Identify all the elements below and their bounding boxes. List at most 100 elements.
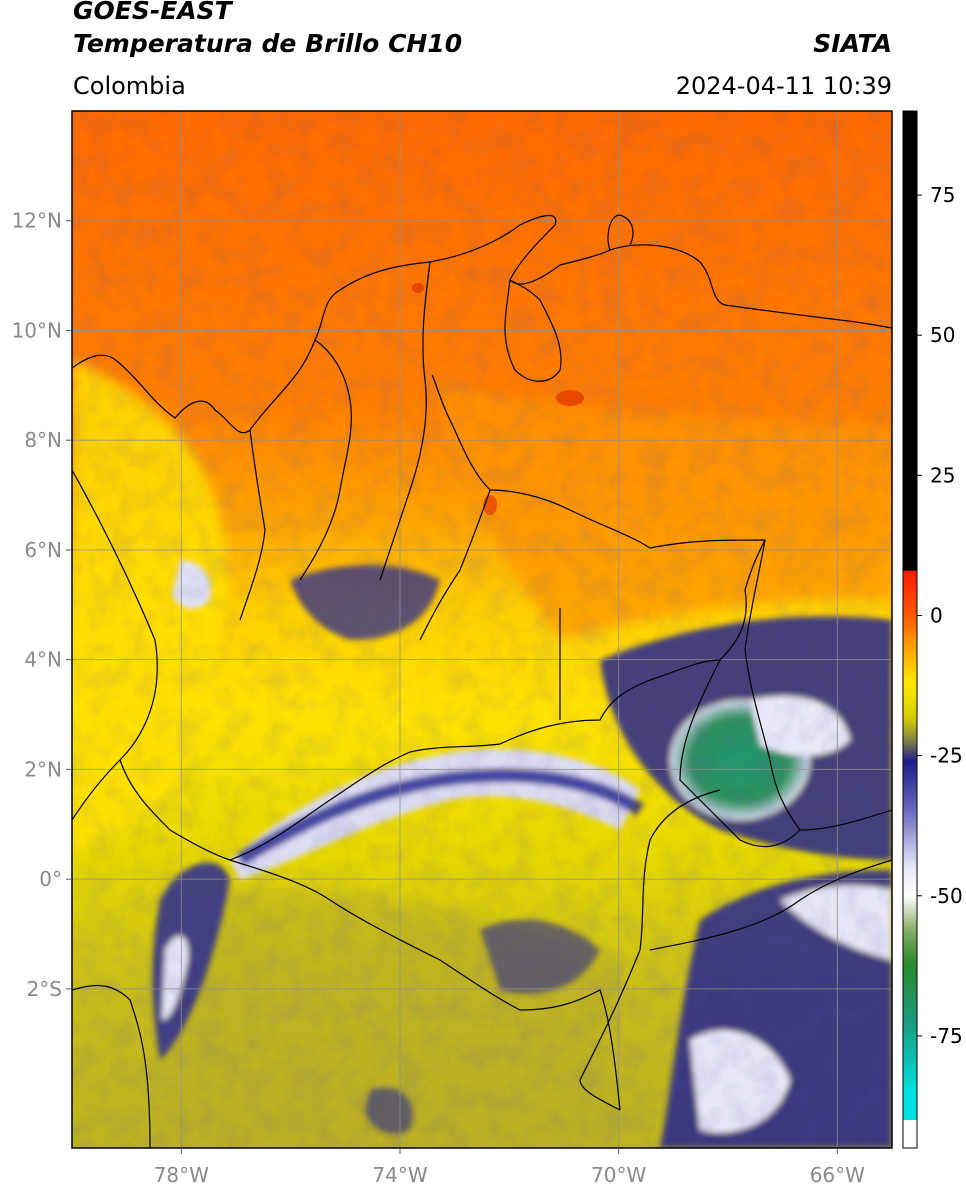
colorbar-segment	[903, 1136, 917, 1141]
colorbar-segment	[903, 766, 917, 771]
colorbar-tick-label: 25	[930, 463, 955, 487]
colorbar-segment	[903, 1030, 917, 1034]
colorbar-segment	[903, 1005, 917, 1009]
colorbar-segment	[903, 693, 917, 698]
colorbar-segment	[903, 1058, 917, 1062]
colorbar-segment	[903, 957, 917, 961]
colorbar-segment	[903, 542, 917, 547]
colorbar-segment	[903, 820, 917, 824]
colorbar-segment	[903, 119, 917, 123]
colorbar-segment	[903, 472, 917, 476]
colorbar-segment	[903, 155, 917, 160]
colorbar-segment	[903, 971, 917, 975]
colorbar-segment	[903, 988, 917, 992]
colorbar-segment	[903, 1077, 917, 1082]
colorbar-segment	[903, 422, 917, 426]
colorbar-segment	[903, 1105, 917, 1110]
colorbar-segment	[903, 1125, 917, 1129]
colorbar-segment	[903, 161, 917, 165]
colorbar-segment	[903, 671, 917, 675]
colorbar-segment	[903, 738, 917, 743]
colorbar-segment	[903, 506, 917, 510]
colorbar-segment	[903, 996, 917, 1001]
colorbar-segment	[903, 1027, 917, 1031]
colorbar-segment	[903, 699, 917, 703]
colorbar-segment	[903, 870, 917, 874]
colorbar-segment	[903, 150, 917, 154]
colorbar-segment	[903, 539, 917, 544]
colorbar-segment	[903, 1044, 917, 1048]
colorbar-segment	[903, 556, 917, 561]
colorbar-segment	[903, 363, 917, 367]
colorbar-segment	[903, 287, 917, 291]
colorbar-tick-label: 75	[930, 183, 955, 207]
graticule	[72, 111, 892, 1148]
colorbar-segment	[903, 915, 917, 919]
colorbar-segment	[903, 993, 917, 998]
colorbar-segment	[903, 755, 917, 760]
colorbar-segment	[903, 853, 917, 858]
colorbar-segment	[903, 480, 917, 485]
colorbar-segment	[903, 573, 917, 577]
colorbar-segment	[903, 1145, 917, 1149]
map-frame	[71, 110, 893, 1149]
colorbar-segment	[903, 111, 917, 115]
colorbar-segment	[903, 584, 917, 589]
colorbar-segment	[903, 279, 917, 283]
colorbar-segment	[903, 1122, 917, 1127]
colorbar-segment	[903, 800, 917, 804]
colorbar-segment	[903, 719, 917, 723]
organization-label: SIATA	[813, 29, 892, 58]
colorbar-segment	[903, 408, 917, 412]
colorbar-segment	[903, 590, 917, 594]
colorbar-segment	[903, 1066, 917, 1071]
colorbar-segment	[903, 1013, 917, 1017]
colorbar-segment	[903, 968, 917, 973]
colorbar-segment	[903, 360, 917, 364]
colorbar-segment	[903, 1047, 917, 1051]
colorbar-segment	[903, 427, 917, 432]
lat-tick-label: 4°N	[24, 648, 62, 672]
colorbar-segment	[903, 873, 917, 877]
latitude-axis: 12°N 10°N 8°N 6°N 4°N 2°N 0° 2°S	[12, 209, 72, 1001]
colorbar-segment	[903, 579, 917, 583]
colorbar-segment	[903, 567, 917, 572]
colorbar-segment	[903, 646, 917, 650]
colorbar-segment	[903, 192, 917, 196]
colorbar-segment	[903, 974, 917, 978]
colorbar-segment	[903, 1033, 917, 1037]
colorbar-segment	[903, 1041, 917, 1045]
colorbar-segment	[903, 430, 917, 434]
colorbar-segment	[903, 203, 917, 207]
colorbar-segment	[903, 923, 917, 928]
colorbar-segment	[903, 705, 917, 709]
colorbar-segment	[903, 410, 917, 415]
colorbar-segment	[903, 612, 917, 617]
colorbar-segment	[903, 489, 917, 493]
colorbar-segment	[903, 814, 917, 818]
colorbar-segment	[903, 775, 917, 779]
colorbar-segment	[903, 242, 917, 247]
colorbar-segment	[903, 982, 917, 987]
colorbar-segment	[903, 721, 917, 726]
colorbar-segment	[903, 920, 917, 925]
colorbar-segment	[903, 158, 917, 163]
colorbar-segment	[903, 153, 917, 157]
colorbar-segment	[903, 416, 917, 420]
colorbar-segment	[903, 1021, 917, 1026]
colorbar-segment	[903, 450, 917, 454]
colorbar-segment	[903, 262, 917, 266]
timestamp-label: 2024-04-11 10:39	[675, 72, 892, 100]
lat-tick-label: 2°S	[27, 977, 62, 1001]
colorbar-segment	[903, 329, 917, 334]
colorbar-segment	[903, 368, 917, 373]
colorbar-segment	[903, 629, 917, 633]
colorbar-segment	[903, 1024, 917, 1029]
colorbar-segment	[903, 298, 917, 303]
colorbar-segment	[903, 665, 917, 670]
colorbar-segment	[903, 794, 917, 799]
colorbar-segment	[903, 999, 917, 1003]
colorbar-segment	[903, 1069, 917, 1073]
colorbar-segment	[903, 850, 917, 855]
colorbar-segment	[903, 239, 917, 244]
